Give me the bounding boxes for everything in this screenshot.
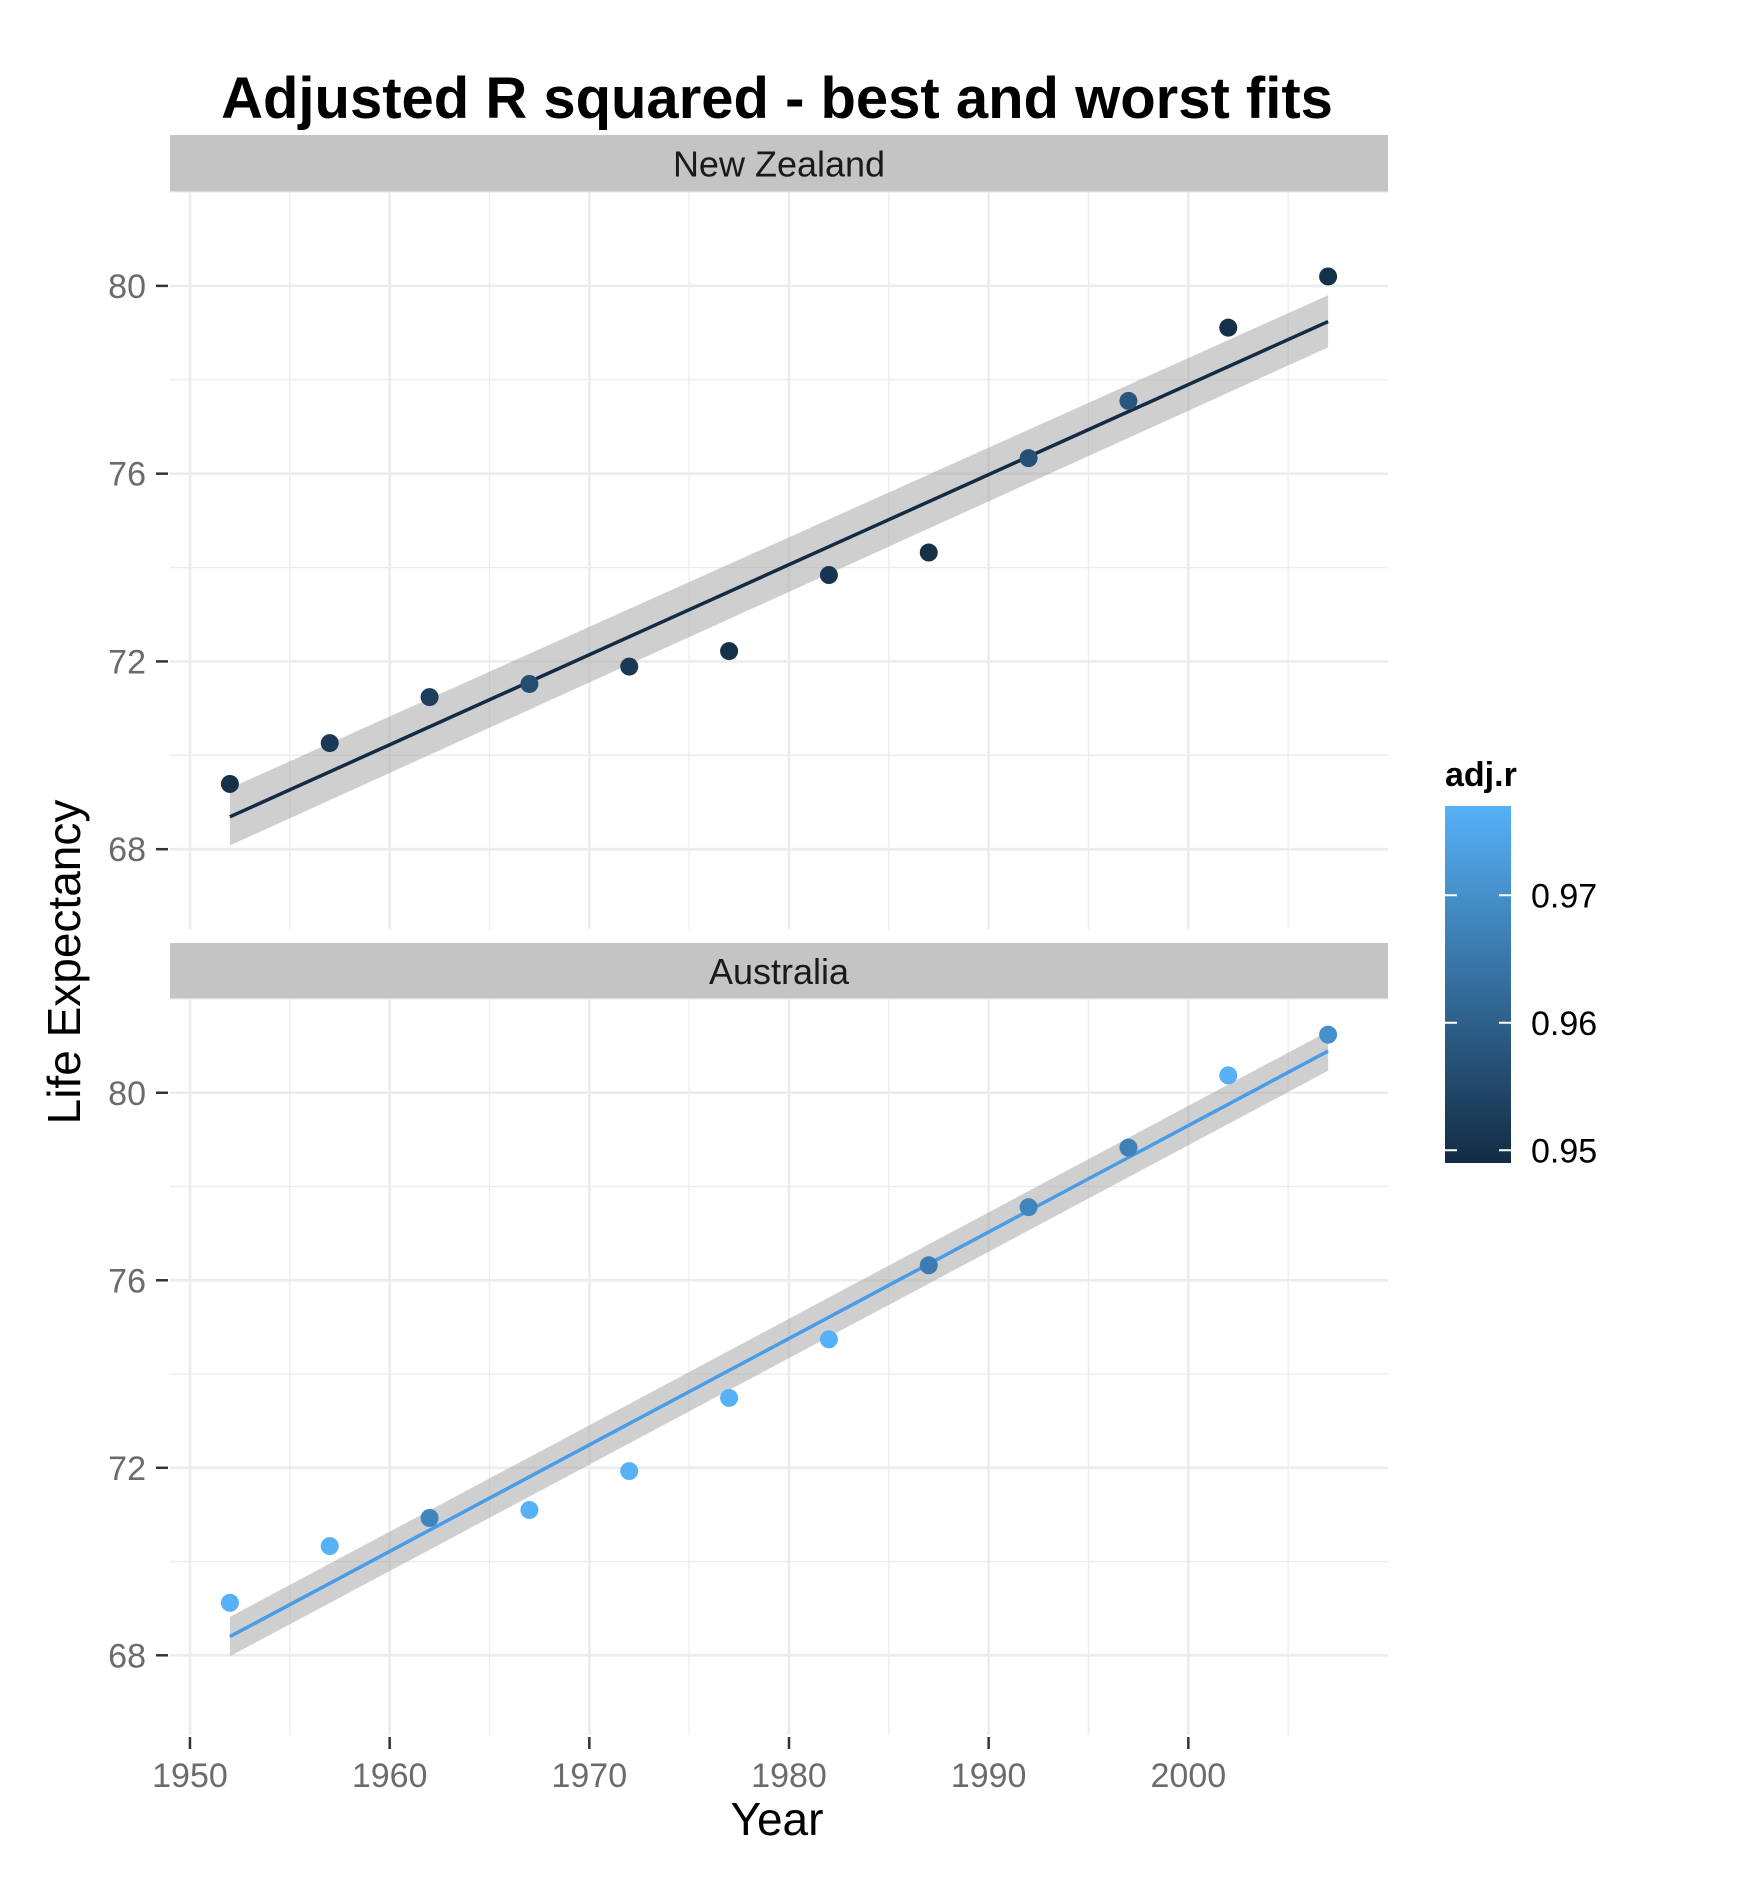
y-tick-label: 68	[108, 831, 146, 869]
data-point	[819, 566, 838, 585]
y-tick-label: 76	[108, 1262, 146, 1300]
data-point	[919, 1256, 938, 1275]
data-point	[420, 688, 439, 707]
data-point	[320, 1537, 339, 1556]
data-point	[220, 1593, 239, 1612]
x-tick-label: 1950	[152, 1757, 228, 1795]
y-tick-label: 68	[108, 1637, 146, 1675]
y-tick-label: 72	[108, 1450, 146, 1488]
data-point	[1019, 449, 1038, 468]
data-point	[620, 657, 639, 676]
data-point	[320, 734, 339, 753]
fit-line	[229, 1049, 1329, 1639]
facet-strip-label: New Zealand	[673, 144, 885, 185]
x-tick-label: 1990	[951, 1757, 1027, 1795]
data-point	[1119, 391, 1138, 410]
data-point	[1119, 1138, 1138, 1157]
fit-line	[229, 319, 1329, 819]
facet-panel-0: New Zealand 68 72 76 80	[108, 135, 1388, 929]
data-point	[620, 1462, 639, 1481]
data-point	[1219, 1066, 1238, 1085]
legend-tick-label: 0.97	[1531, 877, 1597, 915]
facet-strip-label: Australia	[709, 951, 850, 992]
color-legend: adj.r 0.95 0.96 0.97	[1445, 756, 1597, 1170]
data-point	[1219, 318, 1238, 337]
y-tick-label: 80	[108, 268, 146, 306]
data-point	[520, 674, 539, 693]
x-tick-label: 1980	[751, 1757, 827, 1795]
legend-title: adj.r	[1445, 756, 1517, 794]
y-axis-title: Life Expectancy	[38, 800, 90, 1125]
data-point	[220, 774, 239, 793]
data-point	[720, 1388, 739, 1407]
legend-colorbar	[1445, 806, 1511, 1163]
x-axis-title: Year	[731, 1793, 824, 1845]
data-point	[420, 1508, 439, 1527]
y-tick-label: 80	[108, 1075, 146, 1113]
legend-tick-label: 0.96	[1531, 1005, 1597, 1043]
chart-title: Adjusted R squared - best and worst fits	[221, 66, 1333, 131]
data-point	[919, 543, 938, 562]
data-point	[819, 1330, 838, 1349]
y-tick-label: 72	[108, 643, 146, 681]
data-point	[520, 1500, 539, 1519]
legend-tick-label: 0.95	[1531, 1132, 1597, 1170]
facet-strip	[170, 135, 1388, 192]
facet-panels: New Zealand 68 72 76 80 Australia 68 72 76 80 1950…	[108, 135, 1388, 1795]
facet-panel-1: Australia 68 72 76 80	[108, 943, 1388, 1735]
y-tick-label: 76	[108, 456, 146, 494]
data-point	[1319, 267, 1338, 286]
x-tick-label: 2000	[1151, 1757, 1227, 1795]
x-tick-label: 1960	[352, 1757, 428, 1795]
x-tick-label: 1970	[551, 1757, 627, 1795]
data-point	[720, 642, 739, 661]
data-point	[1019, 1198, 1038, 1217]
facet-strip	[170, 943, 1388, 999]
data-point	[1319, 1025, 1338, 1044]
